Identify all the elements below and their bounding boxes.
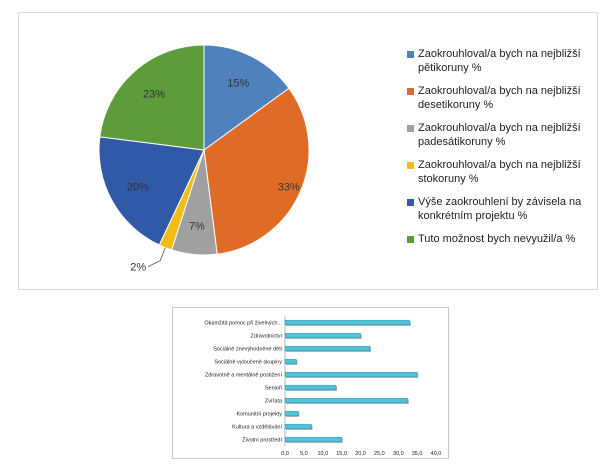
bar-1 [284,332,361,339]
pie-data-label-2: 7% [189,220,205,232]
bar-7 [284,410,299,417]
bar-8 [284,423,312,430]
pie-slice-0 [203,44,290,151]
legend-item-3: Zaokrouhloval/a bych na nejbližší stokor… [407,158,595,186]
legend-swatch [407,199,414,206]
legend-item-1: Zaokrouhloval/a bych na nejbližší deseti… [407,84,595,112]
bar-2 [284,345,371,352]
legend-swatch [407,125,414,132]
pie-legend: Zaokrouhloval/a bych na nejbližší pětiko… [407,47,595,255]
legend-label: Zaokrouhloval/a bych na nejbližší pětiko… [418,48,581,74]
bar-chart: 0,0 5,0 10,0 15,0 20,0 25,0 30,0 35,0 40,0 Okamži… [204,316,442,457]
pie-chart: 15% 33% 7% 2% 20% 23% [98,44,310,274]
x-tick-label: 40,0 [431,451,442,457]
x-tick-label: 5,0 [300,451,308,457]
legend-swatch [407,88,414,95]
legend-label: Zaokrouhloval/a bych na nejbližší padesá… [418,122,581,148]
pie-data-label-1: 33% [278,182,300,194]
category-label: Zdravotně a mentálně postižení [205,373,283,379]
x-tick-label: 10,0 [317,451,328,457]
pie-data-label-0: 15% [227,78,249,90]
category-label: Okamžitá pomoc při živelných... [204,321,282,327]
category-label: Sociálně vyloučené skupiny [214,360,282,366]
legend-label: Zaokrouhloval/a bych na nejbližší stokor… [418,159,581,185]
category-label: Kultura a vzdělávání [232,425,282,431]
category-label: Senioři [265,386,282,392]
category-label: Komunitní projekty [236,412,282,418]
x-tick-label: 25,0 [374,451,385,457]
pie-slice-1 [203,87,310,255]
x-tick-label: 30,0 [393,451,404,457]
pie-data-label-4: 20% [127,181,149,193]
x-tick-label: 20,0 [355,451,366,457]
legend-item-4: Výše zaokrouhlení by závisela na konkrét… [407,195,595,223]
legend-item-2: Zaokrouhloval/a bych na nejbližší padesá… [407,121,595,149]
legend-swatch [407,51,414,58]
bar-0 [284,319,410,326]
pie-slice-4 [98,136,205,246]
legend-item-5: Tuto možnost bych nevyužil/a % [407,232,595,246]
legend-item-0: Zaokrouhloval/a bych na nejbližší pětiko… [407,47,595,75]
category-label: Životní prostředí [242,436,282,444]
legend-swatch [407,162,414,169]
category-label: Zdravotnictví [251,334,283,340]
x-tick-label: 35,0 [412,451,423,457]
pie-data-label-5: 23% [143,88,165,100]
x-tick-label: 15,0 [336,451,347,457]
bar-5 [284,384,337,391]
legend-label: Zaokrouhloval/a bych na nejbližší deseti… [418,85,581,111]
x-tick-label: 0,0 [281,451,289,457]
category-label: Sociálně znevýhodněné děti [213,347,282,353]
pie-data-label-3: 2% [130,262,146,274]
legend-label: Výše zaokrouhlení by závisela na konkrét… [418,196,582,222]
bar-6 [284,397,408,404]
bar-3 [284,358,297,365]
legend-label: Tuto možnost bych nevyužil/a % [418,233,576,245]
legend-swatch [407,236,414,243]
bar-9 [284,436,342,443]
bar-chart-panel: 0,0 5,0 10,0 15,0 20,0 25,0 30,0 35,0 40,0 Okamži… [172,307,449,459]
pie-leader-line-3 [148,247,166,267]
bar-4 [284,371,418,378]
category-label: Zvířata [265,399,283,405]
pie-chart-panel: 15% 33% 7% 2% 20% 23% Zaokrouhloval/a bych na… [18,12,598,290]
pie-slice-5 [99,44,205,151]
